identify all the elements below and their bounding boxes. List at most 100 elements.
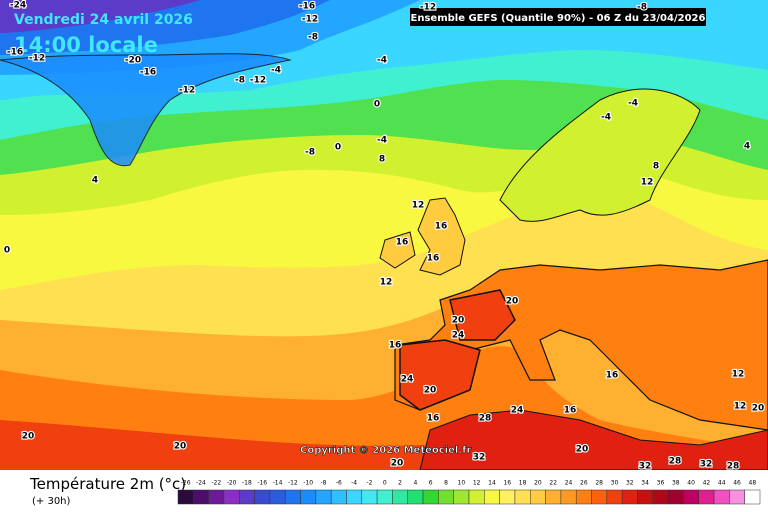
legend-swatch <box>729 489 745 505</box>
contour-label: 24 <box>511 406 524 416</box>
color-scale: -26 -24 -22 -20 -18 -16 -14 -12 -10 -8 -6 -4 -2 0 2 4 6 8… <box>177 480 761 505</box>
legend-tick-label: -18 <box>242 480 252 487</box>
legend-tick-label: 28 <box>595 480 603 487</box>
contour-label: -12 <box>250 76 266 86</box>
ireland <box>379 231 416 269</box>
legend-tick-label: 34 <box>641 480 649 487</box>
legend-tick-label: -22 <box>211 480 221 487</box>
legend-swatch <box>376 489 393 505</box>
copyright: Copyright © 2026 Meteociel.fr <box>300 445 471 456</box>
contour-label: 16 <box>396 238 409 248</box>
contour-label: 16 <box>435 222 448 232</box>
legend-swatch <box>330 489 347 505</box>
contour-label: 8 <box>379 155 385 165</box>
greenland <box>0 53 292 167</box>
legend-tick-label: 32 <box>626 480 634 487</box>
legend-swatch <box>422 489 439 505</box>
legend-tick-label: 24 <box>565 480 573 487</box>
contour-label: 0 <box>374 100 380 110</box>
contour-label: -8 <box>305 148 315 158</box>
legend-swatch <box>591 489 608 505</box>
legend-tick-label: 20 <box>534 480 542 487</box>
contour-label: 20 <box>391 459 404 469</box>
contour-label: 16 <box>427 254 440 264</box>
legend-tick-label: 22 <box>549 480 557 487</box>
legend-swatch <box>208 489 225 505</box>
legend-tick-label: 10 <box>458 480 466 487</box>
legend-swatch <box>239 489 255 505</box>
legend-swatch <box>499 489 516 505</box>
contour-label: -12 <box>179 86 195 96</box>
contour-label: -4 <box>601 113 611 123</box>
north-africa <box>419 409 768 471</box>
contour-label: -8 <box>308 33 318 43</box>
legend-swatch <box>667 489 684 505</box>
legend-swatch <box>514 489 531 505</box>
contour-labels: -24 -16 -12 -8 -12 -8 -16 -12 -20 -16 -8 -12 -4 -12 -4… <box>3 0 766 473</box>
legend-swatch <box>713 489 730 505</box>
legend-tick-label: -16 <box>257 480 267 487</box>
zone-m16 <box>0 0 200 33</box>
contour-label: 12 <box>641 178 654 188</box>
legend-tick-label: 4 <box>413 480 417 487</box>
contour-label: 28 <box>479 414 492 424</box>
iberia <box>399 339 481 411</box>
contour-label: -16 <box>299 2 315 12</box>
contour-label: 0 <box>335 143 341 153</box>
contour-label: 32 <box>639 462 652 472</box>
contour-label: 20 <box>424 386 437 396</box>
legend-swatch <box>606 489 623 505</box>
contour-label: -16 <box>7 48 23 58</box>
legend-swatch <box>392 489 408 505</box>
legend-swatch <box>468 489 485 505</box>
legend-swatch <box>453 489 470 505</box>
legend-tick-label: -4 <box>351 480 357 487</box>
legend-swatch <box>361 489 378 505</box>
legend-swatch <box>484 489 500 505</box>
legend-tick-label: 48 <box>749 480 757 487</box>
legend-tick-label: 38 <box>672 480 680 487</box>
legend-tick-label: 6 <box>429 480 433 487</box>
legend-swatch <box>530 489 546 505</box>
legend-tick-label: -20 <box>227 480 237 487</box>
legend-tick-label: -2 <box>366 480 372 487</box>
legend-swatch <box>407 489 424 505</box>
contour-label: 16 <box>389 341 402 351</box>
legend-tick-label: 14 <box>488 480 496 487</box>
contour-label: 0 <box>4 246 10 256</box>
model-info: Ensemble GEFS (Quantile 90%) - 06 Z du 2… <box>411 13 706 24</box>
contour-label: -24 <box>10 1 26 11</box>
legend-swatch <box>575 489 592 505</box>
contour-label: -8 <box>637 3 647 13</box>
contour-label: -20 <box>125 56 141 66</box>
legend-swatch <box>621 489 638 505</box>
legend-swatch <box>346 489 363 505</box>
scandinavia <box>499 88 701 222</box>
legend-tick-label: 36 <box>657 480 665 487</box>
forecast-time: 14:00 locale <box>14 33 158 57</box>
legend-tick-label: 16 <box>503 480 511 487</box>
contour-label: 12 <box>380 278 393 288</box>
legend-tick-label: 0 <box>383 480 387 487</box>
legend-lead: (+ 30h) <box>32 496 71 507</box>
legend-tick-label: 26 <box>580 480 588 487</box>
legend-swatch <box>300 489 317 505</box>
header-box <box>410 8 706 26</box>
legend-swatch <box>177 489 194 505</box>
contour-label: -12 <box>302 15 318 25</box>
legend-swatch <box>438 489 454 505</box>
legend-swatch <box>560 489 577 505</box>
contour-label: 4 <box>92 176 98 186</box>
legend-tick-label: -12 <box>288 480 298 487</box>
legend-tick-label: 46 <box>733 480 741 487</box>
legend-tick-label: 30 <box>611 480 619 487</box>
legend-swatch <box>193 489 209 505</box>
forecast-date: Vendredi 24 avril 2026 <box>14 12 193 28</box>
contour-label: -12 <box>29 54 45 64</box>
contour-label: 28 <box>669 457 682 467</box>
contour-label: -4 <box>271 66 281 76</box>
legend-swatch <box>223 489 240 505</box>
france <box>449 289 516 341</box>
contour-label: 24 <box>452 331 465 341</box>
contour-label: 24 <box>401 375 414 385</box>
